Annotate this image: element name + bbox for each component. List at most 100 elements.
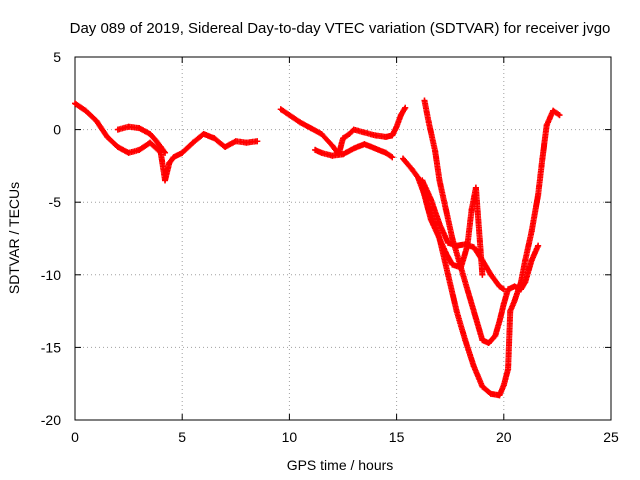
data-point <box>432 148 439 155</box>
series-track-b <box>114 123 169 156</box>
data-point <box>500 286 507 293</box>
data-point <box>254 138 261 145</box>
data-point <box>449 261 456 268</box>
data-point <box>318 149 325 156</box>
data-point <box>147 139 154 146</box>
series-track-d <box>312 141 396 161</box>
data-point <box>153 138 160 145</box>
x-tick-label: 20 <box>496 429 512 445</box>
tick-layer: 0 5 10 15 20 25 5 0 -5 -10 -15 -20 <box>41 49 619 445</box>
data-point <box>496 318 503 325</box>
data-point <box>297 119 304 126</box>
data-point <box>166 159 173 166</box>
data-point <box>277 106 284 113</box>
data-point <box>436 235 443 242</box>
data-point <box>147 130 154 137</box>
x-tick-label: 5 <box>178 429 186 445</box>
data-point <box>427 216 434 223</box>
data-point <box>170 154 177 161</box>
data-point <box>472 184 479 191</box>
data-point <box>136 125 143 132</box>
data-point <box>445 239 452 246</box>
x-tick-label: 15 <box>389 429 405 445</box>
data-point <box>468 206 475 213</box>
data-point <box>487 271 494 278</box>
data-point <box>72 100 78 107</box>
data-point <box>179 149 186 156</box>
data-point <box>157 144 164 151</box>
y-axis-label: SDTVAR / TECUs <box>6 182 22 294</box>
data-point <box>114 126 121 133</box>
data-point <box>511 297 518 304</box>
data-point <box>104 133 111 140</box>
y-tick-label: -15 <box>41 339 61 355</box>
data-point <box>372 145 379 152</box>
data-point <box>436 177 443 184</box>
series-track-h <box>419 184 486 278</box>
data-point <box>522 279 529 286</box>
data-point <box>487 390 494 397</box>
data-point <box>470 244 477 251</box>
data-point <box>329 152 336 159</box>
data-point <box>453 242 460 249</box>
chart-title: Day 089 of 2019, Sidereal Day-to-day VTE… <box>70 20 611 37</box>
series-markers <box>277 104 409 158</box>
data-point <box>485 340 492 347</box>
data-point <box>556 112 563 119</box>
data-point <box>528 257 535 264</box>
data-point <box>419 177 426 184</box>
series-markers <box>72 100 261 184</box>
data-point <box>505 366 512 373</box>
data-point <box>522 257 529 264</box>
data-point <box>372 132 379 139</box>
y-tick-label: -10 <box>41 267 61 283</box>
data-point <box>361 129 368 136</box>
data-point <box>479 271 486 278</box>
data-point <box>496 283 503 290</box>
y-tick-label: 0 <box>53 122 61 138</box>
series-track-c <box>277 104 409 158</box>
data-point <box>222 144 229 151</box>
x-tick-label: 25 <box>603 429 619 445</box>
data-point <box>457 264 464 271</box>
series-track-a <box>72 100 261 184</box>
data-point <box>492 332 499 339</box>
data-point <box>421 97 428 104</box>
data-point <box>550 107 557 114</box>
data-point <box>200 130 207 137</box>
data-point <box>535 242 542 249</box>
data-point <box>136 146 143 153</box>
data-point <box>427 196 434 203</box>
data-point <box>442 206 449 213</box>
data-point <box>453 308 460 315</box>
data-point <box>496 392 503 399</box>
x-axis-label: GPS time / hours <box>287 457 394 473</box>
data-point <box>286 112 293 119</box>
mark-layer <box>72 97 563 399</box>
y-tick-label: -20 <box>41 412 61 428</box>
data-point <box>125 149 132 156</box>
data-point <box>543 122 550 129</box>
data-point <box>361 141 368 148</box>
data-point <box>346 130 353 137</box>
data-point <box>466 293 473 300</box>
data-point <box>162 149 169 156</box>
data-point <box>350 145 357 152</box>
data-point <box>507 308 514 315</box>
data-point <box>318 130 325 137</box>
data-point <box>114 144 121 151</box>
data-point <box>382 133 389 140</box>
data-point <box>389 154 396 161</box>
data-point <box>462 337 469 344</box>
data-point <box>539 155 546 162</box>
data-point <box>162 177 169 184</box>
data-point <box>470 363 477 370</box>
data-point <box>340 135 346 142</box>
data-point <box>472 315 479 322</box>
data-point <box>329 142 336 149</box>
data-point <box>535 191 542 198</box>
data-point <box>408 165 415 172</box>
data-point <box>307 125 314 132</box>
data-point <box>243 139 250 146</box>
